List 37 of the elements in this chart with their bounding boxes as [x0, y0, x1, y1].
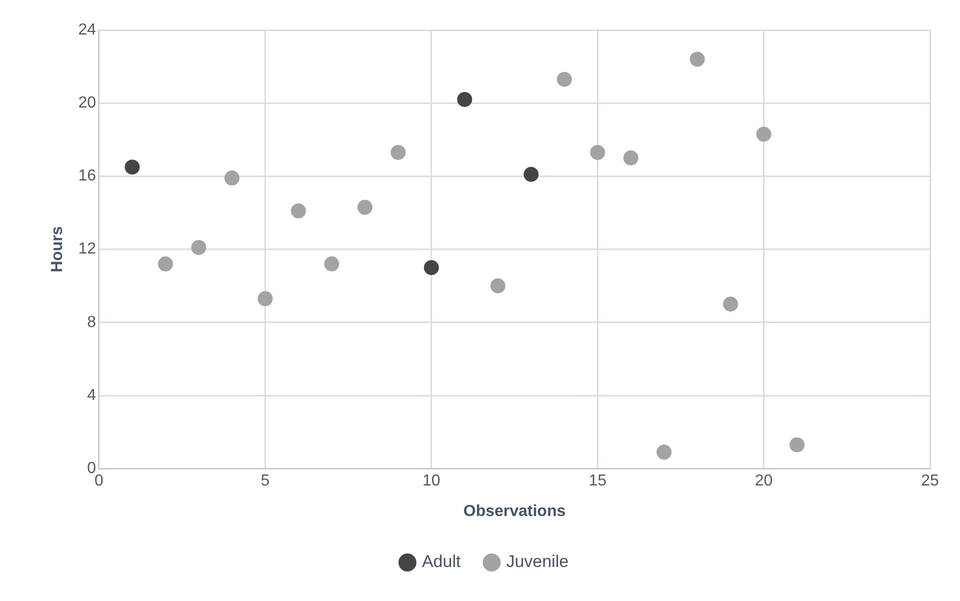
point [590, 144, 606, 160]
point [556, 72, 572, 87]
point [756, 126, 772, 142]
x-tick-label: 20 [754, 472, 773, 490]
point [224, 170, 240, 186]
point [290, 203, 306, 218]
point [424, 260, 439, 276]
point [524, 166, 539, 182]
y-tick-label: 4 [87, 386, 96, 404]
x-tick-label: 5 [260, 472, 270, 490]
legend-label: Juvenile [506, 552, 569, 572]
point [623, 150, 638, 166]
point [490, 278, 506, 294]
point [690, 52, 705, 67]
y-tick-label: 0 [87, 460, 96, 478]
point [723, 296, 738, 312]
x-tick-label: 15 [588, 472, 607, 490]
x-tick-label: 25 [921, 472, 939, 490]
x-tick-label: 10 [422, 472, 440, 490]
point [258, 291, 273, 306]
point [324, 256, 340, 272]
point [790, 437, 805, 452]
point [124, 160, 140, 175]
point [390, 144, 406, 160]
point [457, 92, 472, 107]
y-tick-label: 16 [78, 168, 96, 185]
point [158, 256, 173, 272]
y-tick-label: 12 [78, 240, 96, 258]
x-axis-title: Observations [463, 502, 566, 520]
y-tick-label: 20 [78, 94, 96, 112]
y-axis-title: Hours [49, 226, 66, 272]
point [191, 240, 206, 255]
y-tick-label: 24 [78, 21, 96, 38]
legend-label: Adult [422, 552, 461, 572]
point [656, 444, 672, 460]
point [357, 200, 372, 215]
y-tick-label: 8 [87, 314, 96, 331]
